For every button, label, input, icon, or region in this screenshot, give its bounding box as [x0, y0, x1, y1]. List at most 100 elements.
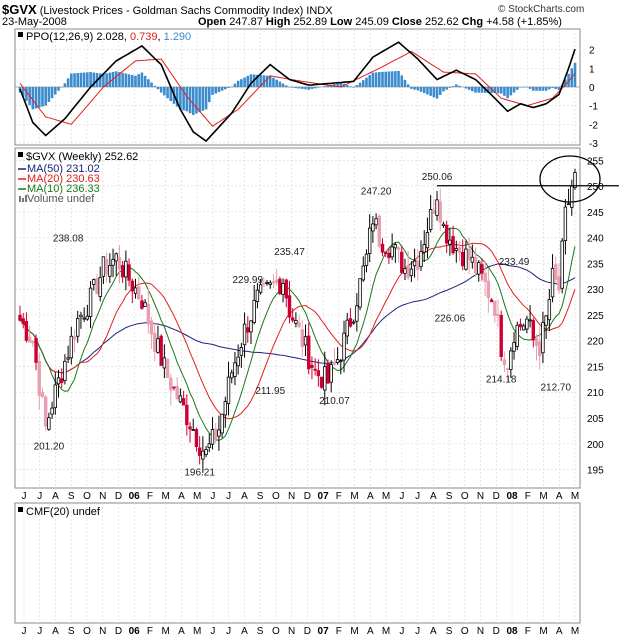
ppo-hist-bar — [474, 87, 477, 93]
ppo-hist-bar — [541, 87, 545, 91]
candle-body — [162, 357, 167, 369]
candle-body — [348, 318, 353, 327]
candle-body — [92, 279, 96, 285]
ppo-hist-bar — [240, 79, 243, 87]
ppo-tick-label: 0 — [589, 83, 595, 94]
price-tick-label: 255 — [587, 156, 604, 167]
month-tick-label: M — [162, 626, 170, 637]
price-legend: $GVX (Weekly) 252.62 MA(50) 231.02 MA(20… — [18, 151, 138, 205]
ppo-hist-bar — [25, 87, 28, 101]
ppo-hist-bar — [310, 87, 314, 90]
candle-body — [441, 223, 446, 227]
ppo-legend: PPO(12,26,9) 2.028, 0.739, 1.290 — [18, 31, 191, 43]
ppo-hist-bar — [416, 87, 420, 91]
candle-body — [290, 317, 295, 321]
price-annotation: 250.06 — [422, 172, 453, 183]
ppo-hist-bar — [326, 85, 330, 87]
candle-body — [332, 361, 337, 365]
candle-body — [146, 303, 151, 325]
candle-body — [274, 279, 279, 283]
candle-body — [550, 267, 555, 298]
ppo-hist-bar — [275, 79, 278, 87]
month-tick-label: D — [304, 626, 311, 637]
ppo-hist-bar — [458, 85, 461, 87]
month-tick-label: M — [382, 626, 390, 637]
ppo-hist-bar — [390, 71, 394, 87]
ma10-legend-value: 236.33 — [66, 183, 100, 195]
ma20-legend-name: MA(20) — [27, 173, 63, 185]
candle-body — [518, 323, 523, 328]
ppo-hist-bar — [352, 87, 355, 88]
month-tick-label: M — [571, 626, 579, 637]
candle-body — [50, 407, 54, 415]
candle-body — [544, 315, 548, 326]
candle-body — [185, 404, 189, 426]
month-tick-label: A — [178, 626, 185, 637]
ppo-hist-bar — [118, 72, 121, 87]
ppo-hist-bar — [102, 73, 105, 87]
candle-body — [493, 300, 497, 316]
ppo-tick-label: -2 — [589, 120, 598, 131]
candle-body — [37, 360, 41, 396]
open-value: 247.87 — [229, 16, 263, 28]
ma20-legend-value: 230.63 — [66, 173, 100, 185]
candle-body — [53, 384, 57, 409]
candle-body — [538, 341, 542, 357]
symbol: $GVX — [2, 2, 37, 17]
ppo-signal-line — [19, 50, 576, 127]
candle-body — [303, 336, 308, 346]
ppo-hist-bar — [185, 87, 189, 112]
candle-body — [43, 396, 48, 427]
price-tick-label: 215 — [587, 362, 604, 373]
month-tick-label: J — [37, 626, 42, 637]
candle-body — [499, 315, 503, 357]
candle-body — [258, 284, 263, 293]
candle-body — [521, 325, 526, 331]
candle-body — [329, 364, 333, 383]
ppo-hist-bar — [294, 87, 298, 89]
axis-ticks: 2552502452402352302252202152102052001952… — [22, 46, 605, 637]
ppo-hist-bar — [471, 87, 474, 92]
candle-body — [396, 247, 401, 250]
ppo-hist-bar — [365, 77, 368, 87]
candle-body — [422, 244, 426, 253]
month-tick-label: M — [193, 626, 201, 637]
ppo-hist-bar — [429, 87, 432, 96]
ppo-hist-bar — [304, 87, 307, 90]
candle-body — [281, 282, 285, 295]
ppo-hist-bar — [413, 87, 416, 90]
month-tick-label: A — [367, 491, 374, 502]
ppo-hist-bar — [445, 87, 448, 90]
month-tick-label: D — [304, 491, 311, 502]
candle-body — [419, 251, 423, 268]
ppo-hist-bar — [477, 87, 481, 93]
month-tick-label: N — [288, 626, 295, 637]
candle-body — [371, 223, 375, 232]
ppo-hist-bar — [143, 75, 147, 87]
ppo-hist-bar — [535, 87, 538, 91]
candle-body — [101, 256, 106, 277]
candle-body — [380, 243, 385, 253]
candle-body — [175, 386, 179, 400]
candle-body — [181, 398, 186, 406]
ppo-hist-bar — [21, 87, 25, 97]
close-value: 252.62 — [424, 16, 459, 28]
chg-label: Chg — [461, 16, 484, 28]
ppo-hist-bar — [63, 83, 67, 87]
ppo-hist-bar — [156, 87, 160, 90]
svg-text:MA(50) 231.02: MA(50) 231.02 — [27, 163, 100, 175]
candle-body — [88, 287, 93, 317]
month-tick-label: D — [493, 626, 500, 637]
candle-body — [451, 236, 455, 254]
price-legend-value: 252.62 — [105, 151, 139, 163]
ppo-hist-bar — [291, 87, 294, 88]
ppo-hist-bar — [301, 87, 304, 89]
candle-body — [188, 426, 192, 430]
candle-body — [108, 265, 112, 277]
month-tick-label: D — [115, 491, 122, 502]
ppo-hist-bar — [114, 71, 118, 87]
candle-body — [444, 224, 449, 244]
candle-body — [255, 289, 260, 302]
candle-body — [467, 248, 471, 260]
ppo-hist-bar — [519, 87, 522, 88]
